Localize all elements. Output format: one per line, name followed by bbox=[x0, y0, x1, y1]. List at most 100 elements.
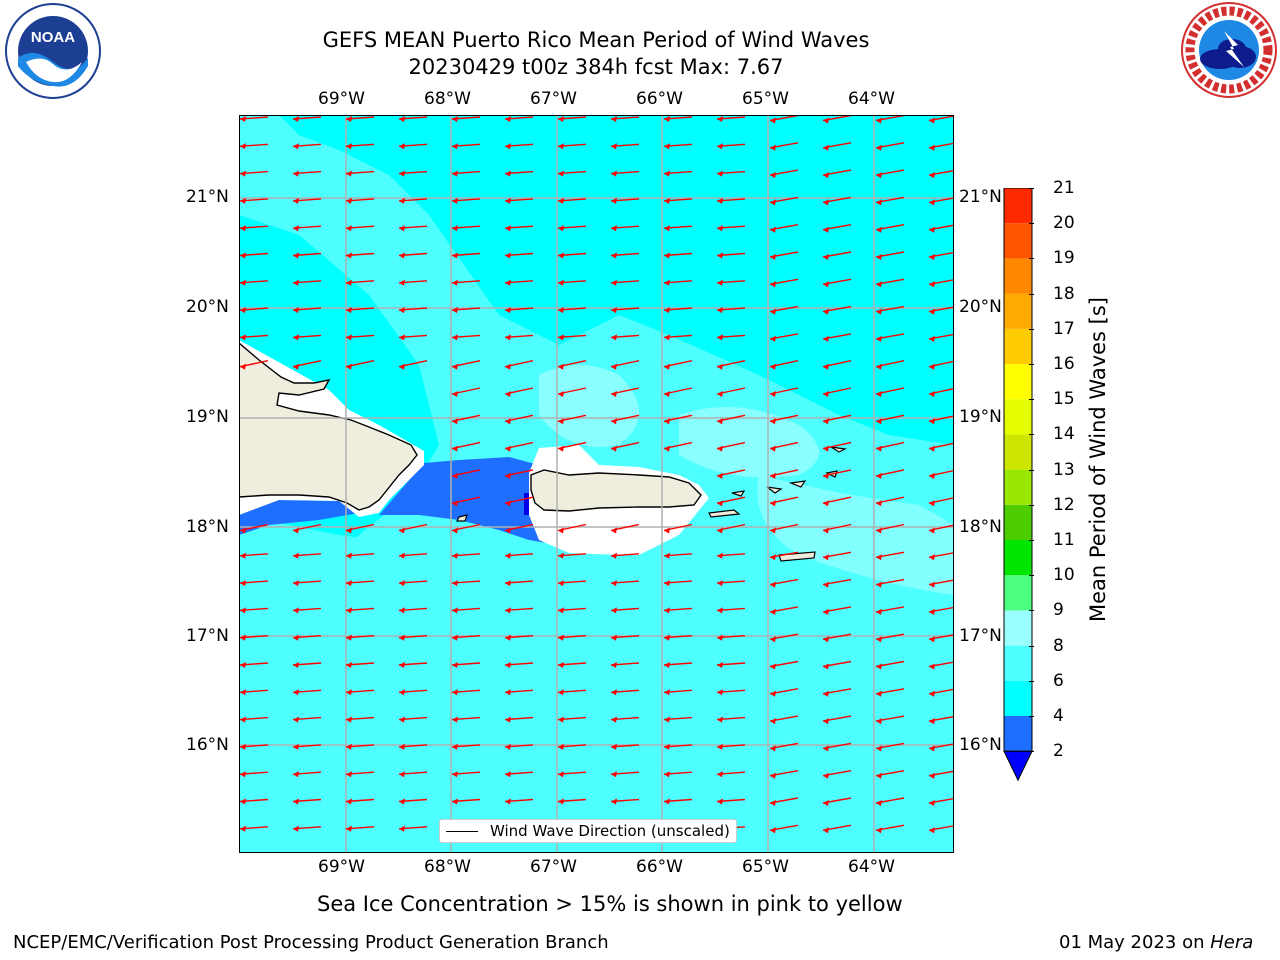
wave-direction-arrow bbox=[769, 414, 799, 425]
wave-direction-arrow bbox=[875, 251, 905, 260]
legend-line-icon bbox=[446, 831, 478, 832]
colorbar-segment bbox=[1004, 469, 1032, 505]
wave-direction-arrow bbox=[663, 334, 693, 341]
wave-direction-arrow bbox=[557, 225, 587, 232]
wave-direction-arrow bbox=[822, 414, 852, 425]
wave-direction-arrow bbox=[557, 143, 587, 150]
wave-direction-arrow bbox=[345, 334, 375, 341]
wave-direction-arrow bbox=[610, 387, 640, 397]
lat-label-right-17n: 17°N bbox=[959, 626, 1002, 646]
nws-logo bbox=[1180, 1, 1278, 99]
colorbar-tick-mark bbox=[1029, 434, 1034, 436]
wave-direction-arrow bbox=[239, 225, 269, 232]
wave-direction-arrow bbox=[663, 279, 693, 286]
colorbar-segment bbox=[1004, 399, 1032, 435]
land-puerto-rico bbox=[530, 469, 702, 512]
lon-label-top-67w: 67°W bbox=[530, 89, 577, 109]
lat-label-right-16n: 16°N bbox=[959, 735, 1002, 755]
wave-direction-arrow bbox=[504, 197, 534, 204]
wave-direction-arrow bbox=[769, 196, 799, 206]
wave-direction-arrow bbox=[398, 252, 428, 259]
wave-direction-arrow bbox=[663, 743, 693, 750]
wave-direction-arrow bbox=[822, 551, 852, 561]
colorbar-tick-label: 16 bbox=[1053, 354, 1075, 374]
wave-direction-arrow bbox=[822, 523, 852, 534]
wave-direction-arrow bbox=[504, 552, 534, 559]
wave-direction-arrow bbox=[716, 225, 746, 232]
wave-direction-arrow bbox=[663, 523, 693, 534]
wave-direction-arrow bbox=[239, 607, 269, 614]
wave-direction-arrow bbox=[822, 742, 852, 752]
wave-direction-arrow bbox=[769, 305, 799, 315]
wave-direction-arrow bbox=[504, 307, 534, 314]
wave-direction-arrow bbox=[663, 580, 693, 587]
wave-direction-arrow bbox=[716, 607, 746, 614]
wave-direction-arrow bbox=[822, 496, 852, 507]
wave-direction-arrow bbox=[451, 225, 481, 232]
colorbar-segment bbox=[1004, 188, 1032, 224]
wave-direction-arrow bbox=[769, 251, 799, 260]
wave-direction-arrow bbox=[398, 170, 428, 177]
wave-direction-arrow bbox=[769, 387, 799, 397]
wave-direction-arrow bbox=[928, 387, 958, 397]
wave-direction-arrow bbox=[716, 580, 746, 587]
wave-direction-arrow bbox=[451, 279, 481, 286]
wave-direction-arrow bbox=[504, 580, 534, 587]
wave-direction-arrow bbox=[292, 634, 322, 641]
colorbar-tick-label: 18 bbox=[1053, 283, 1075, 304]
wave-direction-arrow bbox=[239, 743, 269, 750]
lon-label-bottom-67w: 67°W bbox=[530, 857, 577, 877]
map-frame bbox=[239, 115, 954, 853]
wave-direction-arrow bbox=[557, 307, 587, 314]
wave-direction-arrow bbox=[504, 798, 534, 805]
wave-direction-arrow bbox=[769, 688, 799, 697]
wave-direction-arrow bbox=[822, 114, 852, 124]
graticule bbox=[239, 115, 954, 853]
wave-direction-arrow bbox=[398, 716, 428, 723]
wave-direction-arrow bbox=[769, 715, 799, 725]
wave-direction-arrow bbox=[928, 441, 958, 452]
wave-direction-arrow bbox=[557, 197, 587, 204]
wave-direction-arrow bbox=[928, 578, 958, 588]
wave-direction-arrow bbox=[610, 360, 640, 370]
wave-direction-arrow bbox=[239, 662, 269, 668]
wave-direction-arrow bbox=[292, 279, 322, 286]
wave-direction-arrow bbox=[875, 578, 905, 588]
wave-direction-arrow bbox=[928, 770, 958, 779]
lat-label-left-17n: 17°N bbox=[186, 626, 229, 646]
wave-direction-arrow bbox=[292, 334, 322, 341]
wave-direction-arrow bbox=[928, 469, 958, 479]
wave-direction-arrow bbox=[928, 742, 958, 752]
wave-direction-arrow bbox=[292, 607, 322, 614]
wave-direction-arrow bbox=[345, 743, 375, 750]
wave-direction-arrow bbox=[875, 523, 905, 534]
wave-direction-arrow bbox=[398, 825, 428, 832]
wave-direction-arrow bbox=[292, 798, 322, 805]
footer-date: 01 May 2023 on Hera bbox=[1059, 932, 1253, 954]
colorbar-label: Mean Period of Wind Waves [s] bbox=[1086, 297, 1110, 622]
wave-direction-arrow bbox=[928, 496, 958, 507]
wave-direction-arrow bbox=[716, 360, 746, 370]
wave-direction-arrow bbox=[557, 716, 587, 723]
colorbar-segment bbox=[1004, 504, 1032, 540]
colorbar-tick-label: 15 bbox=[1053, 389, 1075, 410]
wave-direction-arrow bbox=[345, 197, 375, 204]
map-panel[interactable]: Wind Wave Direction (unscaled) bbox=[238, 114, 958, 853]
wave-direction-arrow bbox=[928, 251, 958, 260]
wave-direction-arrow bbox=[822, 142, 852, 151]
wave-direction-arrow bbox=[451, 771, 481, 778]
wave-direction-arrow bbox=[239, 197, 269, 204]
wave-zone-lighter-1 bbox=[539, 365, 639, 447]
colorbar-segment bbox=[1004, 716, 1032, 752]
wave-direction-arrow bbox=[451, 743, 481, 750]
wave-direction-arrow bbox=[557, 743, 587, 750]
wave-direction-arrow bbox=[663, 116, 693, 122]
wave-direction-arrow bbox=[769, 578, 799, 588]
wave-direction-arrow bbox=[610, 798, 640, 805]
wave-direction-arrow bbox=[928, 523, 958, 534]
wave-direction-arrow bbox=[610, 580, 640, 587]
wave-direction-arrow bbox=[239, 307, 269, 314]
wave-zone-lighter-3 bbox=[757, 475, 954, 595]
wave-direction-arrow bbox=[292, 552, 322, 559]
wave-direction-arrow bbox=[239, 825, 269, 832]
